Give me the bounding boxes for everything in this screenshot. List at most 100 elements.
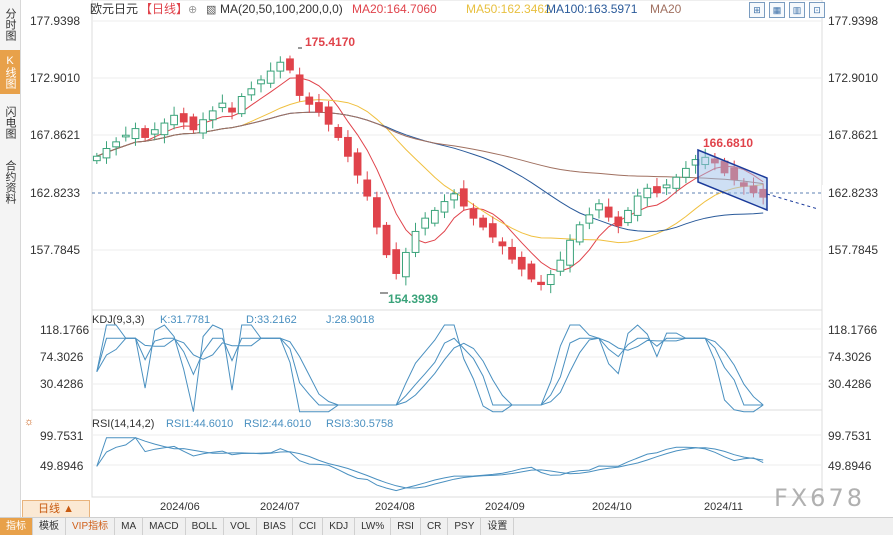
candle-body — [479, 217, 487, 228]
tb-kdj[interactable]: KDJ — [323, 518, 356, 535]
candle-body — [160, 122, 169, 136]
ma100-value: MA100:163.5971 — [546, 2, 638, 16]
rsi-label: RSI(14,14,2) — [92, 418, 154, 430]
tb-vip-indicators[interactable]: VIP指标 — [66, 518, 116, 535]
candle-body — [459, 188, 468, 207]
layout-button[interactable]: ⊞ — [749, 2, 765, 18]
tb-templates[interactable]: 模板 — [33, 518, 66, 535]
tb-settings[interactable]: 设置 — [481, 518, 515, 535]
candle-body — [556, 259, 565, 272]
candle-body — [199, 119, 207, 134]
price-axis-left: 177.9398 172.9010 167.8621 162.8233 157.… — [30, 14, 80, 257]
time-tick-1: 2024/07 — [260, 501, 300, 513]
candle-body — [150, 129, 159, 135]
rsi3-value: RSI3:30.5758 — [326, 418, 393, 430]
svg-text:118.1766: 118.1766 — [828, 323, 877, 337]
candle-body — [653, 186, 661, 194]
candle-body — [585, 214, 594, 224]
candle-body — [546, 274, 555, 286]
svg-text:30.4286: 30.4286 — [828, 377, 872, 391]
window-controls: ⊞ ▦ ▥ ⊡ — [749, 2, 825, 18]
price-tick-right-4: 157.7845 — [828, 243, 878, 257]
kdj-lines — [96, 324, 764, 413]
candle-body — [527, 263, 536, 280]
svg-text:118.1766: 118.1766 — [40, 323, 89, 337]
candle-body — [92, 155, 101, 162]
recent-high-annotation: 166.6810 — [703, 136, 753, 150]
chart-svg[interactable]: 欧元日元 【日线】 ⊕ ▧ MA(20,50,100,200,0,0) MA20… — [20, 0, 893, 517]
candle-body — [488, 223, 497, 238]
candle-body — [566, 239, 574, 266]
ma-lines — [96, 77, 764, 272]
rsi2-value: RSI2:44.6010 — [244, 418, 311, 430]
tb-cr[interactable]: CR — [421, 518, 449, 535]
fullscreen-button[interactable]: ⊡ — [809, 2, 825, 18]
tb-rsi[interactable]: RSI — [391, 518, 421, 535]
candle-body — [643, 187, 652, 199]
ma-icon: ▧ — [206, 4, 216, 16]
time-tick-2: 2024/08 — [375, 501, 415, 513]
svg-text:74.3026: 74.3026 — [40, 350, 84, 364]
grid — [92, 20, 822, 466]
split-button[interactable]: ▥ — [789, 2, 805, 18]
svg-text:99.7531: 99.7531 — [828, 429, 872, 443]
settings-icon[interactable]: ⊕ — [188, 4, 197, 16]
time-tick-0: 2024/06 — [160, 501, 200, 513]
watermark: FX678 — [773, 484, 865, 512]
sun-icon[interactable]: ☼ — [24, 416, 34, 428]
candle-body — [131, 128, 140, 140]
tb-bias[interactable]: BIAS — [257, 518, 293, 535]
candle-body — [440, 201, 449, 213]
candle-body — [421, 217, 430, 229]
tb-macd[interactable]: MACD — [143, 518, 186, 535]
candle-body — [286, 58, 294, 71]
tb-psy[interactable]: PSY — [448, 518, 482, 535]
price-tick-left-0: 177.9398 — [30, 14, 80, 28]
candle-body — [662, 184, 671, 189]
kdj-j-line — [96, 324, 764, 413]
tab-kline-chart[interactable]: K线图 — [0, 50, 20, 94]
tab-lightning-chart[interactable]: 闪电图 — [4, 105, 16, 139]
rsi1-line — [96, 437, 764, 492]
tb-vol[interactable]: VOL — [224, 518, 258, 535]
candle-body — [498, 241, 507, 247]
tb-indicators[interactable]: 指标 — [0, 518, 33, 535]
price-tick-left-1: 172.9010 — [30, 71, 80, 85]
candle-body — [179, 113, 188, 123]
current-price-box — [822, 185, 893, 200]
candle-body — [218, 102, 227, 109]
kdj-k: K:31.7781 — [160, 314, 210, 326]
ma20-line — [96, 77, 764, 272]
ma-params: MA(20,50,100,200,0,0) — [220, 2, 343, 16]
candle-body — [575, 224, 584, 243]
price-tick-right-0: 177.9398 — [828, 14, 878, 28]
candle-body — [633, 195, 642, 216]
kdj-axis-left: 118.1766 74.3026 30.4286 — [40, 323, 89, 391]
candle-body — [141, 128, 149, 138]
tb-cci[interactable]: CCI — [293, 518, 324, 535]
candle-body — [315, 102, 323, 113]
time-tick-4: 2024/10 — [592, 501, 632, 513]
price-tick-left-2: 167.8621 — [30, 128, 80, 142]
rsi-lines — [96, 437, 764, 492]
candle-body — [614, 216, 623, 227]
period-selector[interactable]: 日线 ▲ — [22, 500, 90, 518]
chart-area[interactable]: 欧元日元 【日线】 ⊕ ▧ MA(20,50,100,200,0,0) MA20… — [20, 0, 893, 517]
tb-boll[interactable]: BOLL — [186, 518, 225, 535]
tb-lw[interactable]: LW% — [355, 518, 392, 535]
candle-body — [237, 96, 246, 115]
price-tick-left-4: 157.7845 — [30, 243, 80, 257]
tab-contract-info[interactable]: 合约资料 — [4, 160, 16, 204]
candle-body — [228, 107, 236, 113]
candle-body — [305, 96, 314, 105]
tab-time-chart[interactable]: 分时图 — [4, 7, 16, 41]
high-annotation: 175.4170 — [305, 35, 355, 49]
candle-body — [401, 251, 410, 278]
candle-body — [382, 224, 391, 256]
grid-button[interactable]: ▦ — [769, 2, 785, 18]
trend-channel[interactable] — [697, 148, 768, 212]
svg-text:74.3026: 74.3026 — [828, 350, 872, 364]
indicator-toolbar: 指标 模板 VIP指标 MA MACD BOLL VOL BIAS CCI KD… — [0, 517, 893, 535]
tb-ma[interactable]: MA — [115, 518, 144, 535]
candle-body — [430, 209, 439, 224]
